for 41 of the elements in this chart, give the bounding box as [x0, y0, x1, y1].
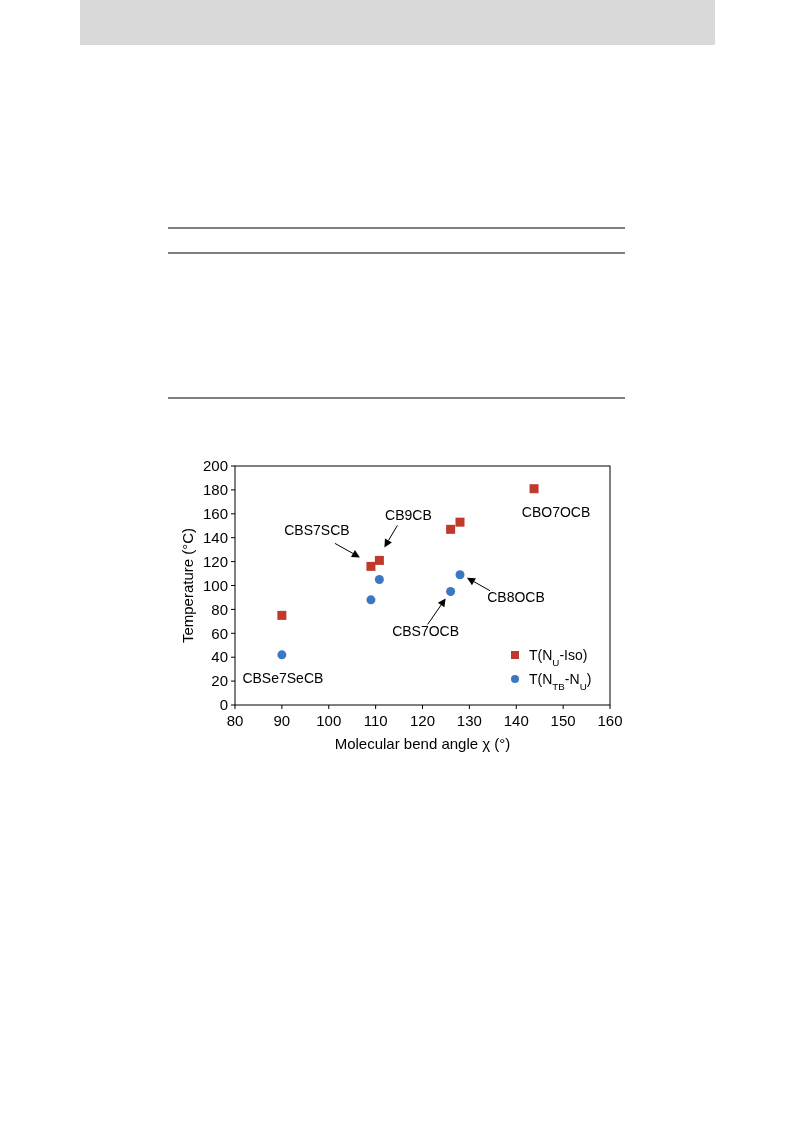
point [455, 517, 465, 527]
y-tick-label: 20 [211, 672, 228, 690]
y-tick-label: 60 [211, 624, 228, 642]
x-tick-label: 110 [363, 712, 388, 729]
x-tick-label: 160 [597, 712, 623, 729]
point [374, 575, 384, 585]
x-tick-label: 90 [273, 712, 291, 729]
y-tick-label: 180 [202, 481, 228, 499]
point [374, 555, 384, 565]
point [446, 524, 456, 534]
x-tick-label: 120 [409, 712, 436, 729]
point [366, 595, 376, 605]
point [529, 484, 539, 494]
x-tick-label: 130 [456, 712, 482, 729]
point [366, 561, 376, 571]
x-tick-label: 140 [503, 712, 529, 729]
y-tick-label: 40 [211, 648, 228, 666]
y-axis-title: Temperature (°C) [179, 527, 196, 644]
y-tick-label: 80 [211, 600, 228, 618]
y-tick-label: 100 [202, 576, 228, 594]
point [455, 570, 465, 580]
y-tick-label: 200 [202, 457, 228, 475]
annotation: CBSe7SeCB [242, 669, 324, 686]
legend-label: T(N$_{TB}$-N$_{U}$) [529, 670, 592, 692]
point [277, 650, 287, 660]
point [446, 586, 456, 596]
x-tick-label: 150 [550, 712, 576, 729]
y-tick-label: 0 [219, 696, 228, 714]
y-tick-label: 160 [202, 505, 228, 523]
x-axis-title: Molecular bend angle χ (°) [334, 735, 511, 752]
y-tick-label: 140 [202, 528, 228, 546]
annotation: CBO7OCB [521, 503, 591, 520]
annotation: CB8OCB [487, 588, 545, 605]
point [277, 610, 287, 620]
annotation: CBS7SCB [284, 522, 350, 539]
x-tick-label: 80 [226, 712, 244, 729]
legend-label: T(N$_{U}$-Iso) [529, 646, 588, 668]
annotation: CB9CB [385, 507, 432, 524]
annotation: CBS7OCB [392, 623, 460, 640]
y-tick-label: 120 [202, 552, 228, 570]
x-tick-label: 100 [316, 712, 342, 729]
